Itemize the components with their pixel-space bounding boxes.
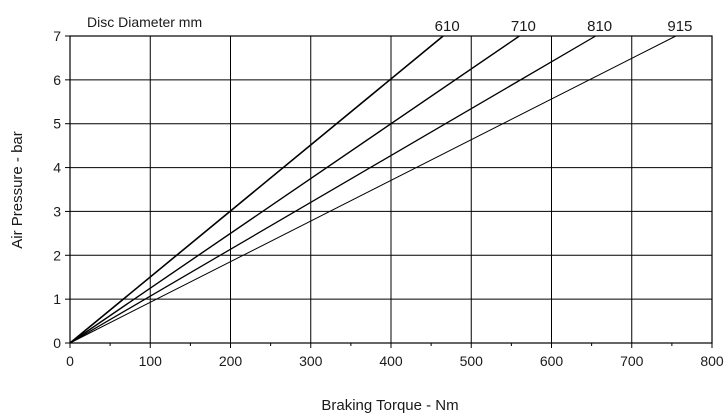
y-tick-label: 4 [53,160,61,176]
x-tick-label: 800 [700,353,724,369]
x-tick-label: 600 [540,353,564,369]
x-tick-label: 400 [379,353,403,369]
x-tick-label: 500 [460,353,484,369]
y-tick-label: 0 [53,335,61,351]
tick-labels: 0 100 200 300 400 500 600 700 800 0 1 2 3 4 5 6 7 [53,28,724,369]
y-tick-label: 5 [53,116,61,132]
series-labels: 610 710 810 915 [435,18,693,35]
x-tick-label: 100 [139,353,163,369]
series-label-710: 710 [511,18,536,35]
series-label-915: 915 [667,18,692,35]
series-line-915 [69,35,677,344]
y-tick-label: 2 [53,247,61,263]
series-label-810: 810 [587,18,612,35]
x-tick-label: 300 [299,353,323,369]
x-tick-label: 700 [620,353,644,369]
y-axis-title: Air Pressure - bar [9,131,26,249]
y-tick-label: 7 [53,28,61,44]
y-tick-label: 3 [53,203,61,219]
x-tick-label: 0 [66,353,74,369]
series-lines [69,35,677,344]
series-label-610: 610 [435,18,460,35]
y-tick-label: 6 [53,72,61,88]
series-line-810 [69,35,596,344]
series-line-710 [69,35,520,344]
x-axis-title: Braking Torque - Nm [321,397,458,414]
series-line-610 [69,35,444,344]
y-tick-label: 1 [53,291,61,307]
legend-title: Disc Diameter mm [87,14,202,30]
x-tick-label: 200 [219,353,243,369]
grid [70,36,712,343]
